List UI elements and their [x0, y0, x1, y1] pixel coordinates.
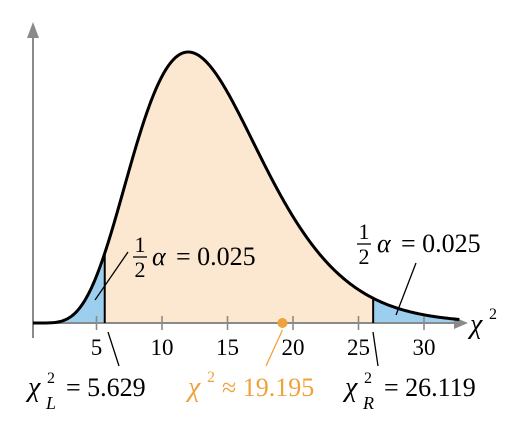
right-area-value: = 0.025 — [401, 229, 481, 258]
x-tick-label: 20 — [282, 335, 305, 360]
left-critical-sub: L — [45, 393, 56, 413]
x-axis-label-sup: 2 — [489, 306, 497, 323]
test-statistic-sup: 2 — [207, 369, 215, 386]
left-critical-leader — [107, 331, 120, 367]
test-statistic-value: ≈ 19.195 — [222, 373, 314, 402]
right-critical-sup: 2 — [364, 370, 372, 387]
left-tail-area — [44, 253, 105, 323]
left-critical-sup: 2 — [47, 370, 55, 387]
left-critical-value: = 5.629 — [66, 373, 146, 402]
test-statistic-symbol: χ — [185, 372, 201, 403]
right-area-numerator: 1 — [359, 219, 370, 244]
right-area-alpha: α — [377, 229, 392, 258]
x-tick-label: 30 — [413, 335, 436, 360]
left-area-leader — [94, 251, 129, 301]
right-critical-leader — [372, 331, 379, 367]
middle-area — [104, 52, 374, 323]
right-critical-value: = 26.119 — [384, 373, 476, 402]
x-tick-label: 25 — [347, 335, 370, 360]
right-tail-area — [373, 298, 460, 323]
test-statistic-point — [277, 318, 288, 328]
right-area-leader — [395, 262, 417, 316]
right-critical-sub: R — [362, 393, 374, 413]
x-axis-label: χ 2 — [467, 306, 497, 340]
right-critical-label: χ 2 R = 26.119 — [342, 370, 476, 413]
left-area-label: 1 2 α = 0.025 — [133, 232, 256, 282]
right-area-denominator: 2 — [359, 244, 370, 269]
left-area-alpha: α — [152, 242, 167, 271]
left-area-value: = 0.025 — [176, 242, 256, 271]
left-area-numerator: 1 — [135, 232, 146, 257]
right-critical-symbol: χ — [342, 372, 358, 403]
right-area-label: 1 2 α = 0.025 — [357, 219, 481, 269]
x-tick-label: 10 — [151, 335, 174, 360]
y-axis-arrow — [27, 22, 39, 38]
left-area-denominator: 2 — [135, 257, 146, 282]
x-ticks: 5 10 15 20 25 30 — [91, 316, 436, 360]
chi-square-curve — [33, 50, 460, 325]
left-critical-symbol: χ — [25, 372, 41, 403]
x-tick-label: 5 — [91, 335, 103, 360]
test-statistic-leader — [265, 329, 284, 367]
test-statistic-label: χ 2 ≈ 19.195 — [185, 369, 314, 403]
left-critical-label: χ 2 L = 5.629 — [25, 370, 146, 413]
x-axis-label-symbol: χ — [467, 309, 483, 340]
x-tick-label: 15 — [216, 335, 239, 360]
